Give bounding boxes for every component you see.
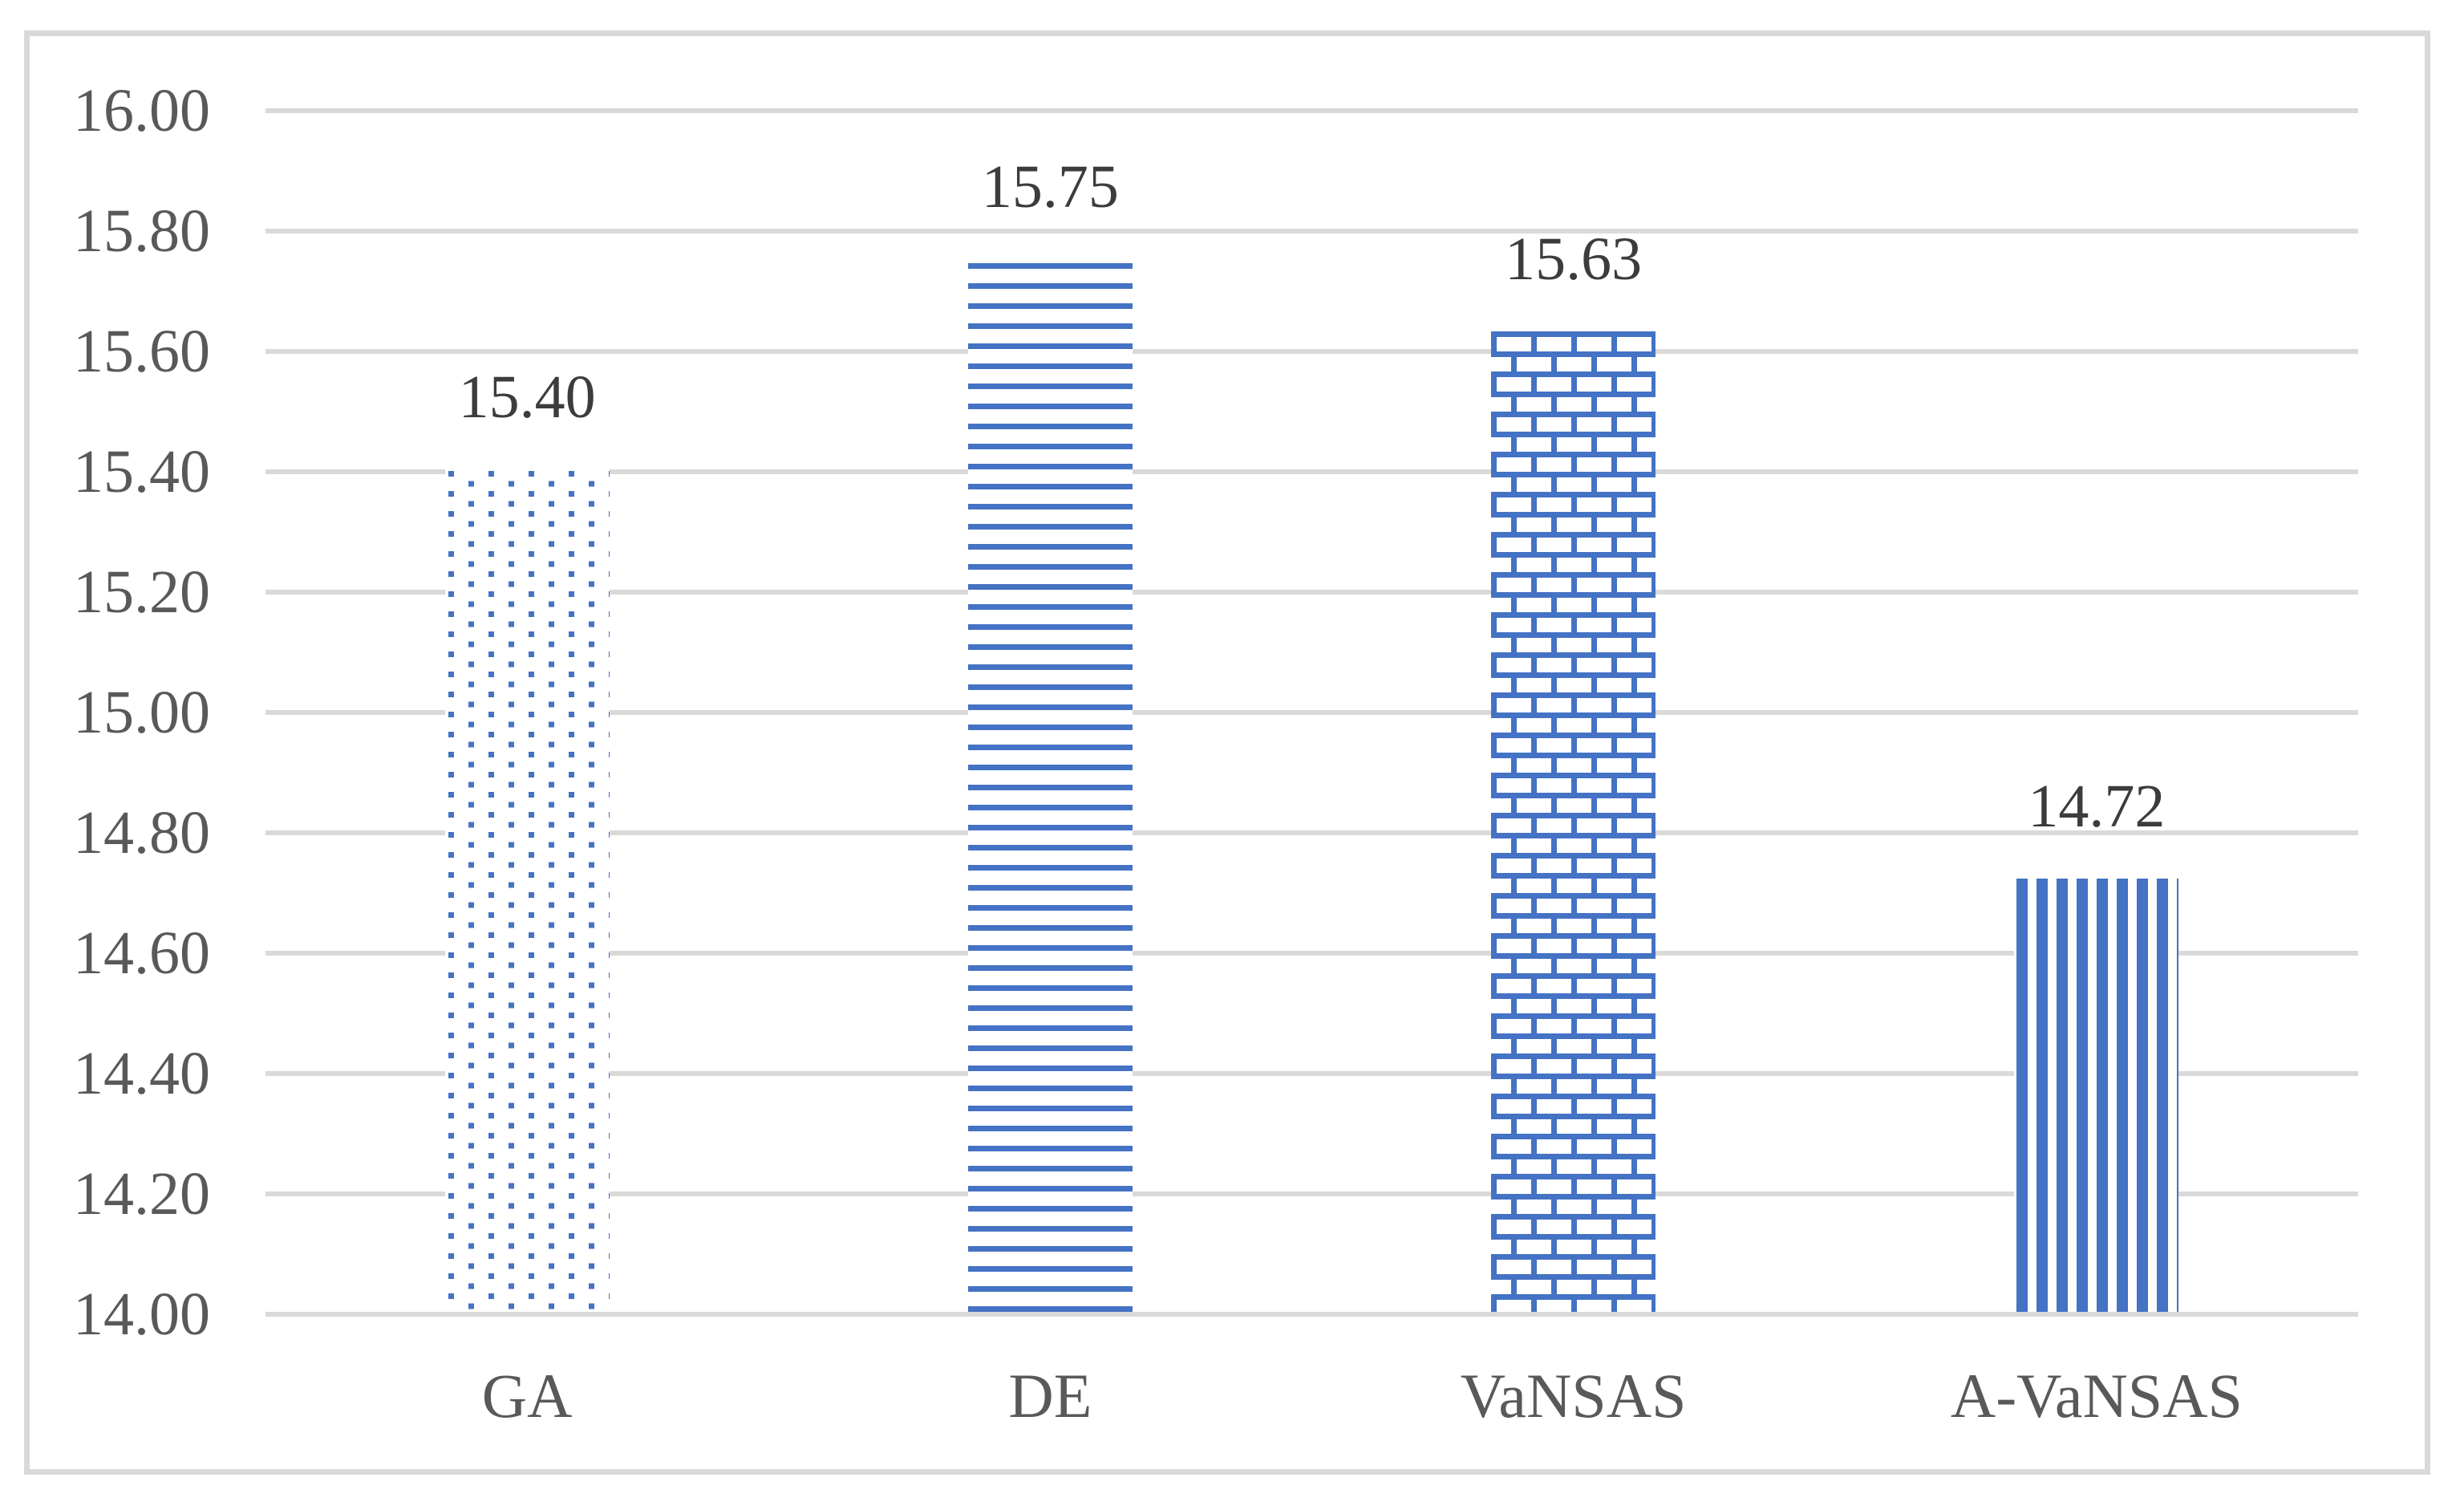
gridline-16.00 — [265, 108, 2358, 113]
y-tick-label: 15.60 — [73, 318, 210, 385]
y-tick-label: 14.00 — [73, 1281, 210, 1348]
gridline-15.20 — [265, 590, 2358, 595]
y-tick-label: 15.00 — [73, 679, 210, 746]
bar-vansas — [1491, 331, 1656, 1312]
gridline-14.60 — [265, 951, 2358, 956]
gridline-14.40 — [265, 1071, 2358, 1076]
bar-ga — [444, 469, 610, 1312]
y-tick-label: 14.20 — [73, 1160, 210, 1228]
bar-de — [967, 258, 1133, 1312]
y-tick-label: 16.00 — [73, 77, 210, 144]
gridline-14.00 — [265, 1312, 2358, 1317]
data-label-a-vansas: 14.72 — [2028, 773, 2166, 840]
category-label-vansas: VaNSAS — [1460, 1361, 1687, 1431]
data-label-ga: 15.40 — [458, 363, 596, 431]
data-label-de: 15.75 — [981, 152, 1119, 221]
bar-a-vansas — [2014, 879, 2179, 1312]
y-tick-label: 14.40 — [73, 1040, 210, 1107]
category-label-a-vansas: A-VaNSAS — [1950, 1361, 2243, 1431]
gridline-15.60 — [265, 349, 2358, 354]
y-tick-label: 14.80 — [73, 799, 210, 867]
data-label-vansas: 15.63 — [1505, 225, 1643, 293]
y-tick-label: 15.40 — [73, 438, 210, 505]
gridline-15.00 — [265, 710, 2358, 715]
category-label-ga: GA — [481, 1361, 573, 1431]
gridline-15.80 — [265, 229, 2358, 233]
gridline-15.40 — [265, 469, 2358, 474]
gridline-14.20 — [265, 1191, 2358, 1196]
gridline-14.80 — [265, 830, 2358, 835]
y-tick-label: 15.80 — [73, 197, 210, 265]
category-label-de: DE — [1008, 1361, 1092, 1431]
y-tick-label: 14.60 — [73, 919, 210, 987]
y-tick-label: 15.20 — [73, 558, 210, 626]
